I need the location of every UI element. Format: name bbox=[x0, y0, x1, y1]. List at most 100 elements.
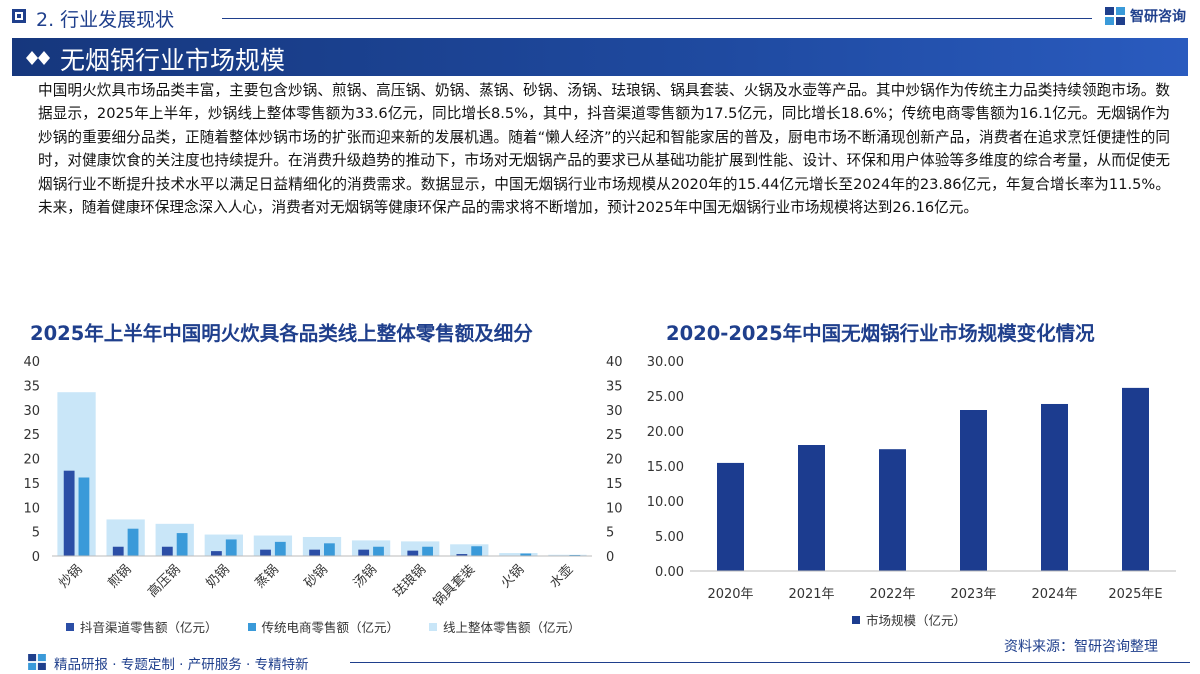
chart2-category-label: 2022年 bbox=[869, 587, 915, 602]
chart1-bar-online-total bbox=[106, 519, 145, 556]
chart2-tick-label: 20.00 bbox=[647, 425, 684, 440]
chart1-category-label: 锅具套装 bbox=[430, 562, 478, 610]
chart1-right-tick-label: 25 bbox=[606, 428, 623, 443]
legend-swatch-douyin bbox=[66, 622, 74, 631]
chart1-bar-ecommerce bbox=[274, 541, 286, 556]
chart2-category-label: 2025年E bbox=[1108, 587, 1162, 602]
chart1-bar-douyin bbox=[260, 549, 271, 556]
source-note: 资料来源：智研咨询整理 bbox=[1004, 639, 1158, 655]
chart1-bar-online-total bbox=[204, 534, 243, 556]
chart2-bar-market bbox=[1122, 387, 1149, 571]
chart1-right-tick-label: 5 bbox=[606, 526, 614, 541]
legend-label-online-total: 线上整体零售额（亿元） bbox=[443, 620, 581, 635]
brand-name: 智研咨询 bbox=[1130, 9, 1186, 25]
brand: 智研咨询 bbox=[1105, 6, 1186, 26]
chart2-category-label: 2023年 bbox=[950, 587, 996, 602]
chart1-bar-douyin bbox=[112, 546, 124, 556]
zhiyan-logo-icon bbox=[1105, 7, 1125, 25]
chart1-bar-douyin bbox=[407, 550, 419, 556]
chart2-bar-market bbox=[960, 410, 987, 571]
chart1-bar-online-total bbox=[253, 535, 293, 556]
chart1-right-tick-label: 40 bbox=[606, 355, 623, 370]
description-paragraph: 中国明火炊具市场品类丰富，主要包含炒锅、煎锅、高压锅、奶锅、蒸锅、砂锅、汤锅、珐… bbox=[38, 82, 1170, 217]
chart2-legend: 市场规模（亿元） bbox=[852, 610, 966, 629]
legend-label-market: 市场规模（亿元） bbox=[866, 613, 967, 628]
chart1-right-tick-label: 30 bbox=[606, 404, 623, 419]
chart2-category-label: 2024年 bbox=[1031, 587, 1077, 602]
chart1-bar-douyin bbox=[358, 549, 370, 556]
banner-title: 无烟锅行业市场规模 bbox=[60, 46, 286, 75]
section-icon bbox=[12, 9, 26, 23]
chart1-bar-douyin bbox=[309, 549, 320, 556]
chart1-bar-ecommerce bbox=[78, 477, 90, 556]
chart1-left-tick-label: 5 bbox=[32, 526, 40, 541]
chart1-bar-ecommerce bbox=[471, 546, 483, 556]
chart1-category-label: 煎锅 bbox=[105, 562, 135, 592]
chart1-bar-ecommerce bbox=[373, 546, 384, 556]
chart2-bar-market bbox=[717, 462, 744, 571]
chart2-title: 2020-2025年中国无烟锅行业市场规模变化情况 bbox=[666, 322, 1095, 345]
chart1-category-label: 蒸锅 bbox=[252, 562, 282, 592]
chart1-bar-online-total bbox=[548, 554, 587, 556]
chart1-bar-online-total bbox=[155, 523, 194, 556]
chart1-bar-online-total bbox=[351, 540, 391, 556]
chart1-bar-douyin bbox=[161, 546, 173, 556]
chart1-bar-douyin bbox=[456, 554, 468, 556]
chart1-left-tick-label: 30 bbox=[23, 404, 40, 419]
chart2-bar-market bbox=[879, 449, 906, 571]
chart1-right-tick-label: 15 bbox=[606, 477, 623, 492]
legend-swatch-online-total bbox=[429, 622, 438, 631]
bottom-bar: 精品研报 · 专题定制 · 产研服务 · 专精特新 bbox=[0, 652, 1200, 674]
chart1-bar-ecommerce bbox=[225, 539, 237, 556]
legend-label-ecommerce: 传统电商零售额（亿元） bbox=[261, 620, 400, 635]
chart1-bar-ecommerce bbox=[324, 543, 335, 556]
chart1-bar-ecommerce bbox=[520, 553, 532, 556]
top-bar: 2. 行业发展现状 智研咨询 bbox=[0, 0, 1200, 36]
title-banner: 无烟锅行业市场规模 bbox=[12, 38, 1188, 76]
chart2-tick-label: 10.00 bbox=[647, 495, 684, 510]
chart1-left-tick-label: 10 bbox=[23, 501, 40, 516]
chart1-left-tick-label: 35 bbox=[23, 379, 40, 394]
chart1-bar-online-total bbox=[450, 544, 489, 556]
legend-swatch-ecommerce bbox=[247, 622, 256, 631]
chart1-bar-douyin bbox=[211, 551, 222, 556]
services-text: 精品研报 · 专题定制 · 产研服务 · 专精特新 bbox=[54, 657, 309, 673]
chart1-bar-online-total bbox=[302, 536, 342, 556]
chart1-bar-online-total bbox=[57, 392, 96, 556]
chart1-right-tick-label: 10 bbox=[606, 501, 623, 516]
chart1-bar-ecommerce bbox=[422, 546, 433, 556]
chart1-right-tick-label: 20 bbox=[606, 453, 623, 468]
chart2-tick-label: 25.00 bbox=[647, 390, 684, 405]
chart1-bar-ecommerce bbox=[127, 528, 139, 556]
chart1-title: 2025年上半年中国明火炊具各品类线上整体零售额及细分 bbox=[30, 322, 533, 345]
chart2-tick-label: 5.00 bbox=[655, 530, 684, 545]
chart1-category-label: 奶锅 bbox=[203, 562, 233, 592]
chart1-category-label: 珐琅锅 bbox=[390, 562, 429, 601]
chart1-bar-online-total bbox=[499, 553, 538, 556]
chart2-category-label: 2020年 bbox=[707, 587, 753, 602]
footer-divider bbox=[350, 662, 1190, 663]
chart1-left-tick-label: 15 bbox=[23, 477, 40, 492]
chart2-category-label: 2021年 bbox=[788, 587, 834, 602]
chart1-bar-online-total bbox=[401, 541, 440, 556]
zhiyan-small-logo-icon bbox=[28, 654, 46, 670]
chart1-category-label: 水壶 bbox=[547, 562, 576, 591]
chart2-bar-market bbox=[1041, 403, 1068, 571]
chart2-tick-label: 0.00 bbox=[655, 565, 684, 580]
chart1-category-label: 高压锅 bbox=[145, 562, 184, 601]
chart1-legend: 抖音渠道零售额（亿元） 传统电商零售额（亿元） 线上整体零售额（亿元） bbox=[66, 617, 581, 636]
chart1-category-label: 炒锅 bbox=[56, 562, 86, 592]
chart1-left-tick-label: 20 bbox=[23, 453, 40, 468]
section-title: 2. 行业发展现状 bbox=[36, 9, 175, 31]
legend-swatch-market bbox=[852, 615, 860, 624]
chart1-right-tick-label: 35 bbox=[606, 379, 623, 394]
chart1-left-tick-label: 25 bbox=[23, 428, 40, 443]
chart1-left-tick-label: 40 bbox=[23, 355, 40, 370]
chart1-category-label: 火锅 bbox=[497, 562, 527, 592]
diamond-icon bbox=[26, 51, 50, 65]
chart1-category-label: 砂锅 bbox=[301, 562, 331, 592]
chart1-right-tick-label: 0 bbox=[606, 550, 614, 565]
chart2-bar-market bbox=[798, 445, 825, 571]
header-divider bbox=[222, 18, 1092, 19]
